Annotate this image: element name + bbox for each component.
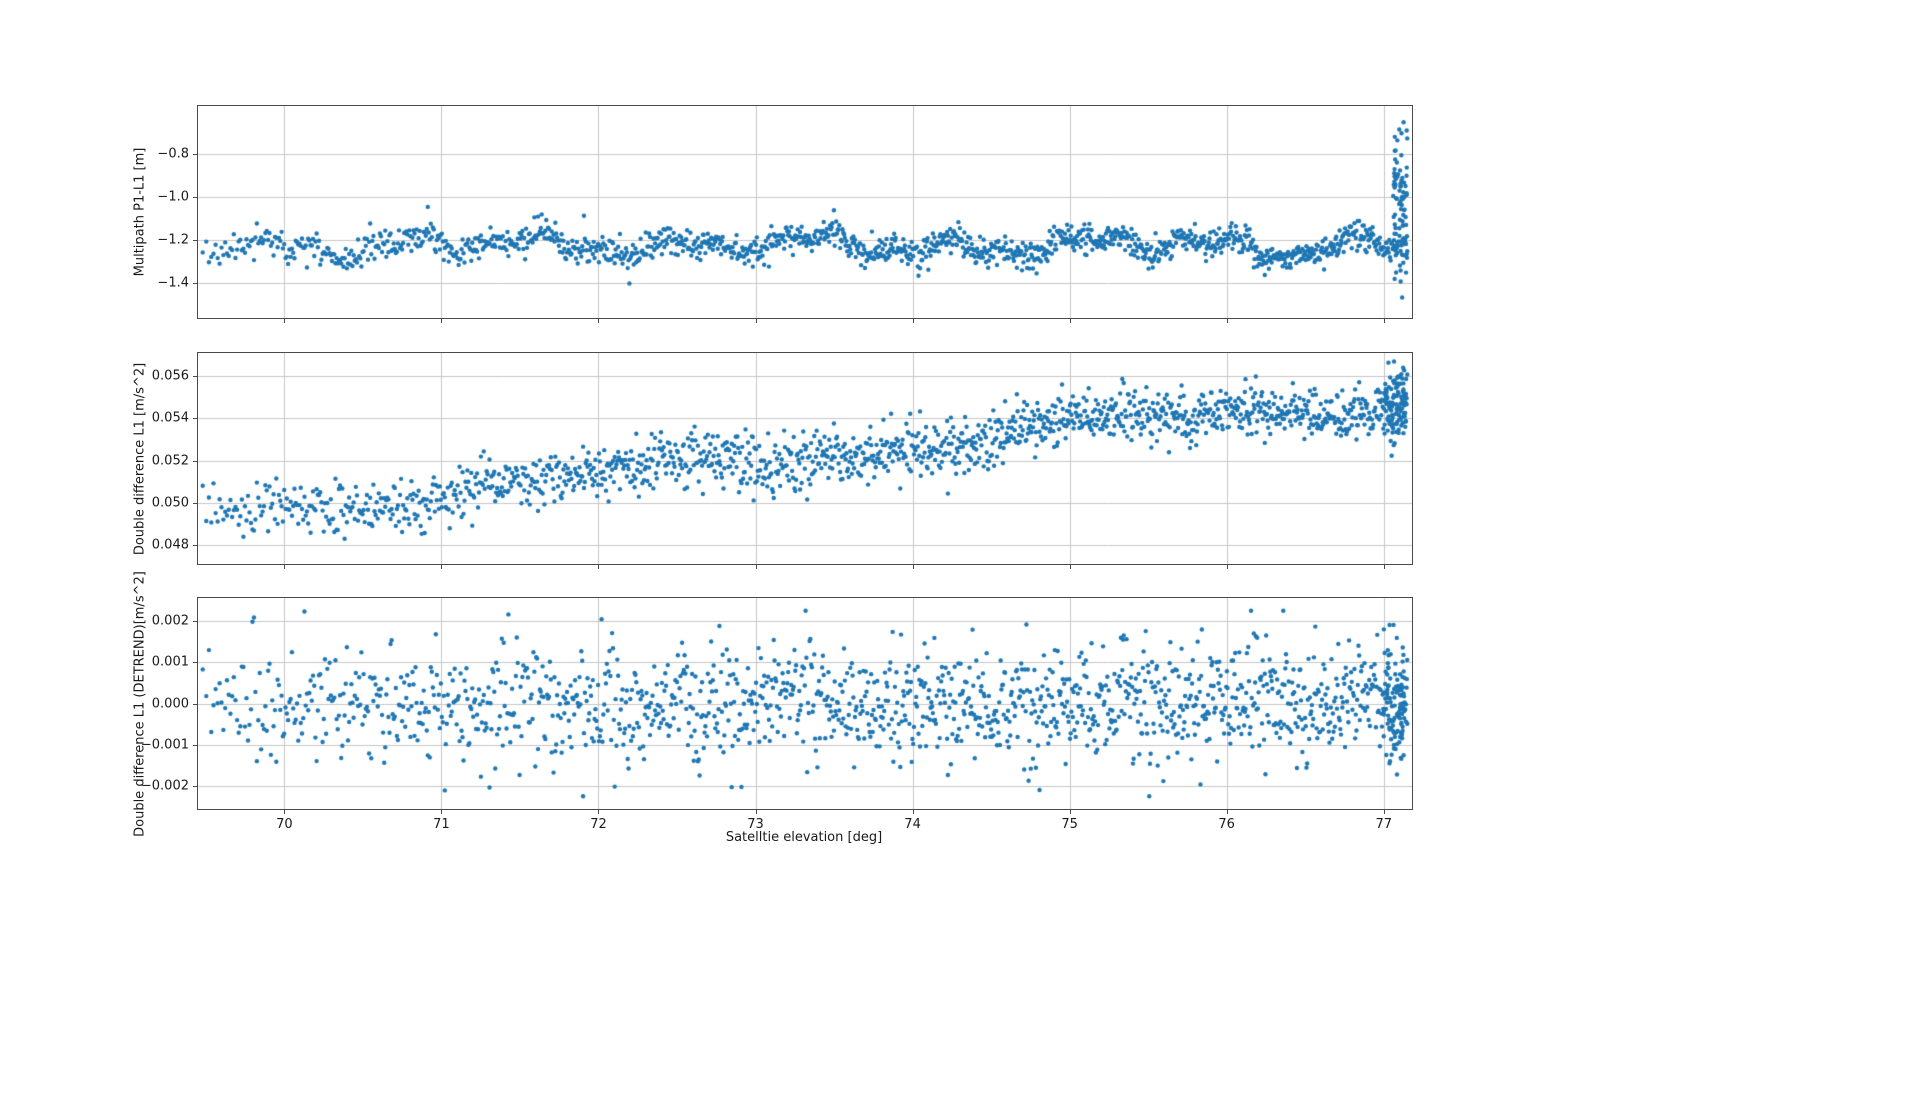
y-tick-label: 0.050 [151, 495, 189, 511]
y-tick-mark [193, 197, 197, 198]
x-tick-label: 76 [1218, 817, 1235, 832]
x-tick-mark [913, 565, 914, 569]
y-tick-mark [193, 545, 197, 546]
y-tick-label: 0.054 [151, 410, 189, 426]
y-tick-label: 0.002 [151, 613, 189, 629]
y-tick-label: −1.2 [157, 232, 189, 248]
y-tick-mark [193, 240, 197, 241]
x-tick-mark [598, 810, 599, 814]
x-tick-mark [441, 319, 442, 323]
x-tick-mark [1384, 810, 1385, 814]
scatter-plot-canvas [198, 353, 1412, 564]
y-tick-label: 0.000 [151, 696, 189, 711]
y-axis-label: Double difference L1 [m/s^2] [132, 362, 148, 555]
subplot-multipath: Multipath P1-L1 [m] [133, 105, 1413, 319]
x-tick-mark [441, 565, 442, 569]
scatter-plot-canvas [198, 598, 1412, 809]
x-tick-mark [756, 810, 757, 814]
y-tick-mark [193, 704, 197, 705]
x-tick-label: 73 [747, 817, 764, 832]
x-tick-mark [913, 810, 914, 814]
y-tick-label: 0.052 [151, 453, 189, 469]
x-tick-label: 70 [276, 817, 293, 832]
y-tick-mark [193, 621, 197, 622]
y-tick-mark [193, 283, 197, 284]
y-tick-mark [193, 786, 197, 787]
y-tick-label: −1.0 [157, 189, 189, 205]
y-tick-mark [193, 503, 197, 504]
x-tick-mark [1227, 319, 1228, 323]
subplot-double-difference-detrend: Double difference L1 (DETREND)[m/s^2] [133, 571, 1413, 836]
x-tick-mark [441, 810, 442, 814]
scatter-plot-canvas [198, 106, 1412, 318]
x-tick-label: 75 [1061, 817, 1078, 832]
x-tick-mark [1070, 319, 1071, 323]
y-tick-mark [193, 461, 197, 462]
x-tick-mark [1227, 565, 1228, 569]
y-tick-label: −1.4 [157, 275, 189, 291]
x-axis-label: Satelltie elevation [deg] [725, 830, 883, 845]
x-tick-mark [284, 319, 285, 323]
y-tick-label: 0.001 [151, 654, 189, 670]
x-tick-mark [284, 810, 285, 814]
x-tick-mark [756, 565, 757, 569]
x-tick-mark [1384, 565, 1385, 569]
x-tick-label: 72 [590, 817, 607, 832]
x-tick-label: 71 [433, 817, 450, 832]
y-tick-label: 0.056 [151, 368, 189, 384]
y-tick-mark [193, 376, 197, 377]
y-tick-mark [193, 154, 197, 155]
x-tick-mark [598, 319, 599, 323]
y-axis-label: Multipath P1-L1 [m] [132, 147, 148, 277]
y-axis-label: Double difference L1 (DETREND)[m/s^2] [132, 570, 148, 837]
subplot-double-difference: Double difference L1 [m/s^2] [133, 352, 1413, 565]
x-tick-mark [1227, 810, 1228, 814]
x-tick-mark [1070, 565, 1071, 569]
y-tick-mark [193, 418, 197, 419]
y-tick-label: −0.001 [140, 737, 189, 753]
y-tick-mark [193, 662, 197, 663]
x-tick-mark [284, 565, 285, 569]
y-tick-label: 0.048 [151, 537, 189, 553]
x-tick-mark [598, 565, 599, 569]
x-tick-mark [1384, 319, 1385, 323]
x-tick-mark [913, 319, 914, 323]
y-tick-label: −0.002 [140, 778, 189, 794]
y-tick-mark [193, 745, 197, 746]
x-tick-label: 74 [904, 817, 921, 832]
x-tick-mark [1070, 810, 1071, 814]
x-tick-label: 77 [1375, 817, 1392, 832]
y-tick-label: −0.8 [157, 146, 189, 162]
x-tick-mark [756, 319, 757, 323]
